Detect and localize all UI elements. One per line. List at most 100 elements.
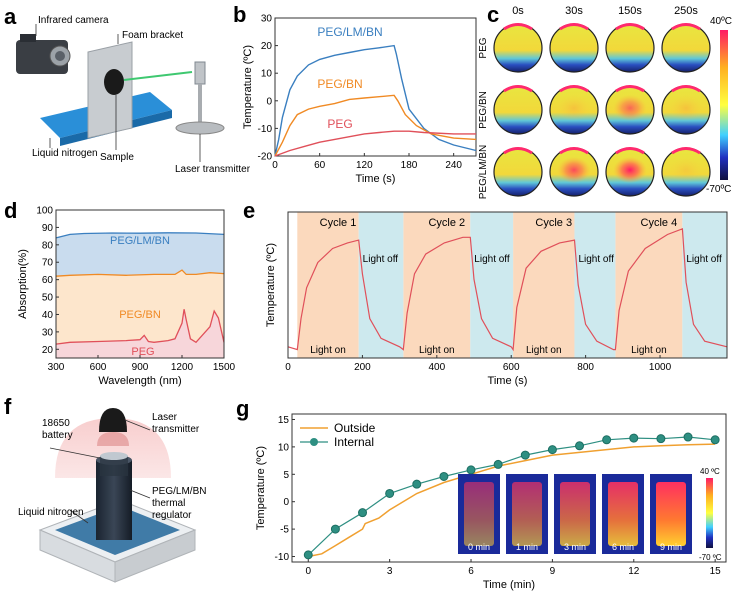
internal-point bbox=[303, 550, 313, 560]
inset-scale-min: -70 ºC bbox=[699, 553, 722, 562]
chart-g: 0 3 6 9 12 15 -10 -5 0 5 10 15 Time (min) Temperature… bbox=[255, 413, 727, 591]
y-tick-label: 70 bbox=[42, 258, 54, 269]
chart-g-xlabel: Time (min) bbox=[483, 579, 535, 591]
ir-hotspot bbox=[669, 156, 703, 184]
ir-hotspot bbox=[613, 156, 647, 184]
series-label: PEG/BN bbox=[317, 77, 362, 91]
ir-row-label: PEG bbox=[478, 37, 489, 58]
light-on-label: Light on bbox=[631, 345, 667, 356]
internal-point bbox=[385, 488, 395, 498]
ir-scale-max: 40ºC bbox=[710, 16, 732, 27]
x-tick-label: 240 bbox=[445, 160, 462, 171]
series-label: PEG bbox=[131, 346, 154, 358]
inset-time-label: 0 min bbox=[468, 542, 490, 552]
y-tick-label: 5 bbox=[283, 470, 289, 481]
y-tick-label: 40 bbox=[42, 310, 54, 321]
panel-letter-g: g bbox=[236, 396, 249, 421]
x-tick-label: 600 bbox=[90, 362, 107, 373]
light-on-label: Light on bbox=[310, 345, 346, 356]
series-line-peg-bn bbox=[274, 94, 477, 157]
ir-hotspot bbox=[557, 94, 591, 122]
y-tick-label: 0 bbox=[266, 96, 272, 107]
internal-point bbox=[412, 479, 422, 489]
y-tick-label: 30 bbox=[42, 327, 54, 338]
inset-battery-heat bbox=[608, 482, 638, 546]
ir-rim bbox=[615, 85, 645, 93]
x-tick-label: 1000 bbox=[649, 362, 672, 373]
panel-a-illustration bbox=[16, 24, 225, 162]
x-tick-label: 900 bbox=[132, 362, 149, 373]
x-tick-label: 3 bbox=[387, 566, 393, 577]
laser-transmitter-f bbox=[99, 408, 127, 432]
area-line bbox=[55, 309, 225, 345]
legend-internal-label: Internal bbox=[334, 435, 374, 449]
chart-g-frame bbox=[291, 413, 727, 563]
y-tick-label: -5 bbox=[280, 525, 289, 536]
area-fill bbox=[56, 309, 224, 358]
ir-rim bbox=[503, 85, 533, 93]
series-label: PEG/LM/BN bbox=[110, 235, 170, 247]
y-tick-label: 90 bbox=[42, 223, 54, 234]
x-tick-label: 300 bbox=[48, 362, 65, 373]
internal-point bbox=[710, 435, 720, 445]
ir-hotspot bbox=[613, 94, 647, 122]
light-off-band bbox=[470, 212, 514, 358]
ir-rim bbox=[671, 23, 701, 31]
light-on-band bbox=[403, 212, 471, 358]
internal-point bbox=[439, 471, 449, 481]
y-tick-label: 10 bbox=[261, 69, 273, 80]
ir-time-label: 250s bbox=[674, 5, 698, 17]
x-tick-label: 1200 bbox=[171, 362, 194, 373]
internal-point bbox=[547, 445, 557, 455]
laser-beam bbox=[123, 71, 193, 81]
series-line-internal bbox=[307, 436, 716, 556]
series-label: PEG bbox=[327, 117, 352, 131]
inset-time-label: 3 min bbox=[564, 542, 586, 552]
internal-point bbox=[656, 434, 666, 444]
inset-battery-heat bbox=[560, 482, 590, 546]
laser-head bbox=[194, 61, 206, 85]
internal-point bbox=[575, 441, 585, 451]
inset-time-label: 6 min bbox=[612, 542, 634, 552]
light-off-label: Light off bbox=[474, 254, 510, 265]
cycle-label: Cycle 3 bbox=[535, 217, 572, 229]
y-tick-label: 10 bbox=[278, 442, 290, 453]
light-off-band bbox=[574, 212, 616, 358]
ir-scale-min: -70ºC bbox=[706, 184, 731, 195]
panel-letter-b: b bbox=[233, 2, 246, 27]
light-on-band bbox=[615, 212, 683, 358]
y-tick-label: 20 bbox=[261, 41, 273, 52]
ir-rim bbox=[503, 147, 533, 155]
panel-letter-e: e bbox=[243, 198, 255, 223]
chart-b-xlabel: Time (s) bbox=[356, 173, 396, 185]
internal-point bbox=[493, 459, 503, 469]
light-on-band bbox=[513, 212, 575, 358]
cycle-label: Cycle 2 bbox=[428, 217, 465, 229]
inset-battery-heat bbox=[512, 482, 542, 546]
x-tick-label: 1500 bbox=[213, 362, 236, 373]
light-off-label: Light off bbox=[686, 254, 722, 265]
chart-b-ylabel: Temperature (ºC) bbox=[242, 45, 254, 129]
laser-dome bbox=[55, 418, 171, 478]
laser-base bbox=[175, 121, 225, 135]
label-laser-transmitter-a: Laser transmitter bbox=[175, 164, 251, 175]
x-tick-label: 180 bbox=[401, 160, 418, 171]
x-tick-label: 600 bbox=[503, 362, 520, 373]
ir-rim bbox=[559, 23, 589, 31]
internal-point bbox=[683, 432, 693, 442]
panel-c-ir-images: 0s 30s 150s 250s PEG PEG/BN PEG/LM/BN 40ºC -70ºC bbox=[478, 5, 732, 199]
light-off-label: Light off bbox=[363, 254, 399, 265]
label-battery: 18650 battery bbox=[42, 418, 73, 441]
light-off-band bbox=[358, 212, 404, 358]
series-label: PEG/BN bbox=[119, 309, 161, 321]
internal-point bbox=[466, 465, 476, 475]
ir-time-label: 150s bbox=[618, 5, 642, 17]
cycle-label: Cycle 4 bbox=[641, 217, 678, 229]
series-label: PEG/LM/BN bbox=[317, 25, 382, 39]
chart-g-ylabel: Temperature (ºC) bbox=[255, 446, 267, 530]
inset-color-scale bbox=[706, 478, 713, 548]
ir-hotspot bbox=[557, 156, 591, 184]
x-tick-label: 0 bbox=[305, 566, 311, 577]
label-infrared-camera: Infrared camera bbox=[38, 15, 109, 26]
